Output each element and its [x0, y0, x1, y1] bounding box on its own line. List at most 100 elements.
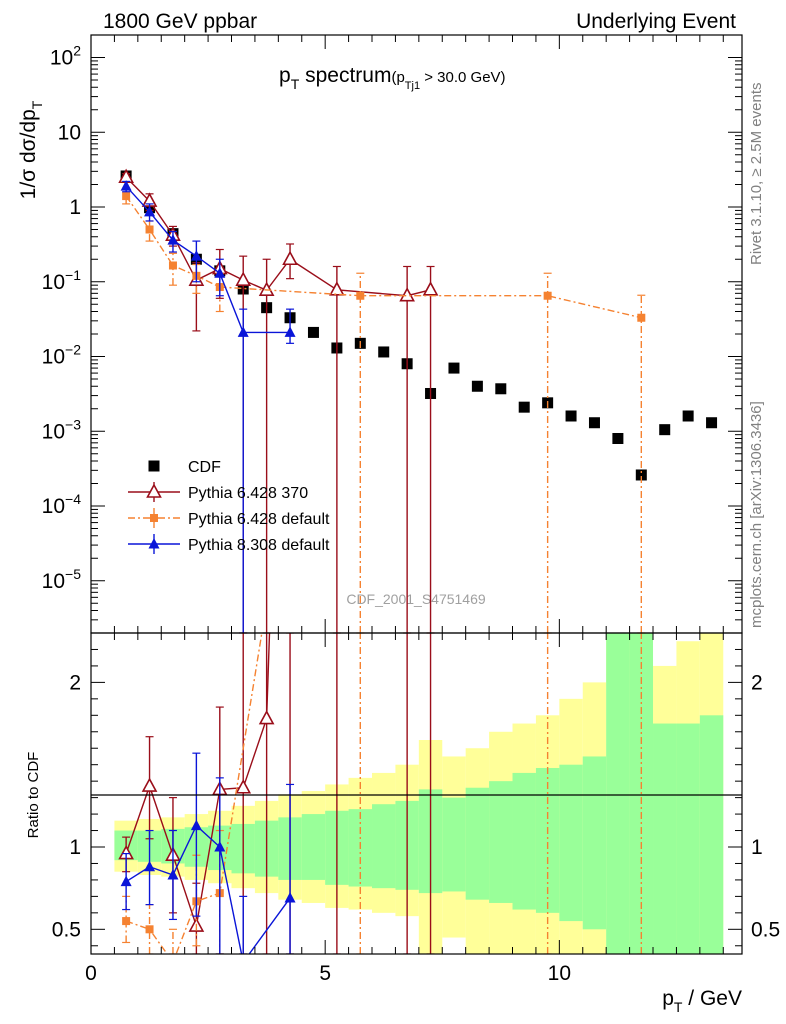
legend: CDF Pythia 6.428 370 Pythia 6.428 default P…	[128, 459, 330, 554]
py6-370-ratio-point	[424, 17, 437, 29]
py6-default-ratio-point	[356, 20, 364, 28]
band-inner-bin	[653, 723, 677, 954]
cdf-point	[307, 326, 319, 338]
x-tick-label: 5	[319, 962, 331, 985]
cdf-point	[495, 383, 507, 395]
py6-default-point	[168, 261, 177, 270]
y-tick-label-main: 10	[58, 121, 81, 144]
py8-default-point	[214, 267, 226, 278]
py6-default-ratio-point	[145, 925, 154, 934]
cdf-point	[471, 380, 483, 392]
py6-370-ratio-point	[141, 777, 158, 792]
cdf-point	[612, 432, 624, 444]
y-tick-label-ratio-left: 1	[69, 836, 81, 859]
py8-default-ratio-point	[144, 860, 156, 872]
y-tick-label-main: 10−4	[42, 491, 82, 518]
y-tick-label-ratio-right: 1	[751, 836, 763, 859]
y-tick-label-ratio-left: 2	[69, 671, 81, 694]
mcplots-label: mcplots.cern.ch [arXiv:1306.3436]	[748, 401, 765, 628]
py6-370-ratio-point	[330, 17, 343, 29]
py6-default-point	[145, 225, 154, 234]
y-tick-label-main: 10−3	[42, 416, 82, 443]
header-energy-label: 1800 GeV ppbar	[103, 10, 257, 33]
py6-default-ratio-point	[169, 958, 177, 966]
py6-370-ratio-point	[401, 17, 414, 29]
py6-default-ratio-point	[544, 20, 552, 28]
py8-default-point	[144, 205, 156, 217]
band-inner-bin	[442, 797, 466, 892]
legend-label-py6-370: Pythia 6.428 370	[188, 485, 308, 502]
py8-default-point	[120, 180, 132, 191]
py8-default-point	[190, 250, 202, 261]
legend-label-py6-default: Pythia 6.428 default	[188, 511, 330, 528]
cdf-point	[378, 346, 390, 358]
py6-default-point	[122, 192, 131, 201]
y-tick-label-ratio-right: 2	[751, 671, 763, 694]
band-inner-bin	[676, 723, 700, 954]
cdf-point	[588, 417, 600, 429]
cdf-point	[565, 410, 577, 422]
axis-tick-labels: 0 5 10 102 10 1 10−1 10−2 10−3 10−4 10−5 0.5 0.5 1 1 2 2	[42, 43, 781, 985]
py8-default-ratio-point	[120, 875, 132, 887]
band-inner-bin	[535, 767, 560, 913]
band-inner-bin	[582, 756, 607, 930]
cdf-point	[682, 410, 694, 422]
y-tick-label-main: 102	[50, 43, 81, 70]
cdf-point	[518, 401, 530, 413]
py8-default-ratio-point	[167, 868, 179, 880]
py8-default-point	[167, 234, 179, 245]
y-tick-label-main: 10−2	[42, 342, 82, 369]
py6-default-ratio-point	[122, 917, 131, 926]
plot-title: pT spectrum(pTj1 > 30.0 GeV)	[279, 64, 506, 92]
band-inner-bin	[606, 633, 630, 954]
py6-default-line	[125, 195, 642, 319]
y-tick-label-main: 10−5	[42, 566, 82, 593]
rivet-version-label: Rivet 3.1.10, ≥ 2.5M events	[748, 83, 765, 266]
py8-default-point	[237, 326, 249, 337]
axis-ticks	[90, 34, 742, 954]
x-tick-label: 10	[548, 962, 571, 985]
py6-370-ratio-point	[258, 709, 275, 725]
py6-370-point	[282, 250, 298, 266]
cdf-point	[635, 469, 647, 481]
py6-370-point	[329, 281, 345, 296]
ratio-plot-frame	[90, 632, 743, 955]
legend-label-py8-default: Pythia 8.308 default	[188, 537, 330, 554]
cdf-point	[659, 424, 671, 436]
y-tick-label-ratio-left: 0.5	[52, 918, 81, 941]
py8-default-ratio-point	[284, 892, 296, 903]
py6-370-point	[399, 287, 415, 302]
band-inner-bin	[465, 787, 490, 900]
py8-default-ratio-point	[190, 819, 202, 831]
legend-marker-py8-default	[148, 538, 160, 549]
y-axis-label-ratio: Ratio to CDF	[25, 752, 42, 839]
py6-370-ratio-point	[284, 17, 297, 29]
py6-370-point	[235, 271, 252, 286]
py6-default-point	[356, 291, 365, 300]
band-inner-bin	[699, 715, 724, 954]
y-tick-label-ratio-right: 0.5	[751, 918, 780, 941]
cdf-point	[448, 362, 460, 374]
py6-default-point	[637, 313, 646, 322]
y-axis-label-main: 1/σ dσ/dpT	[17, 100, 45, 199]
legend-marker-py6-default	[150, 514, 158, 522]
py8-default-ratio-point	[238, 956, 249, 967]
py6-default-ratio-line	[125, 633, 263, 954]
ratio-plot-series	[118, 17, 646, 967]
py6-default-point	[543, 291, 552, 300]
py6-370-point	[422, 281, 439, 296]
band-inner-bin	[489, 781, 513, 903]
main-plot-series	[118, 168, 718, 633]
y-tick-label-main: 10−1	[42, 267, 82, 294]
x-axis-label: pT / GeV	[662, 987, 742, 1015]
legend-marker-cdf	[148, 460, 160, 472]
x-tick-label: 0	[85, 962, 97, 985]
py8-default-point	[284, 326, 296, 337]
band-inner-bin	[301, 814, 326, 880]
band-inner-bin	[372, 804, 396, 889]
legend-marker-py6-370	[146, 483, 162, 498]
band-inner-bin	[512, 772, 536, 910]
ratio-uncertainty-bands	[114, 633, 724, 954]
analysis-watermark: CDF_2001_S4751469	[346, 591, 486, 607]
legend-label-cdf: CDF	[188, 459, 221, 476]
